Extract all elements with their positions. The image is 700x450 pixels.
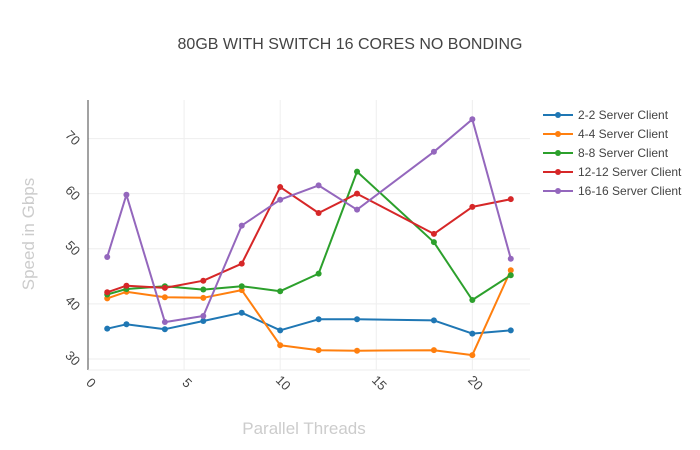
data-point — [200, 294, 207, 301]
legend-item: 4-4 Server Client — [543, 127, 669, 141]
axes — [87, 100, 530, 371]
series-line — [106, 118, 512, 324]
x-axis-title: Parallel Threads — [242, 419, 365, 438]
data-point — [277, 327, 284, 334]
data-point — [430, 239, 437, 246]
data-point — [277, 288, 284, 295]
data-point — [507, 255, 514, 262]
data-point — [354, 316, 361, 323]
data-point — [507, 272, 514, 279]
series-line — [106, 186, 511, 294]
legend-swatch-marker — [555, 169, 561, 175]
series-group — [104, 267, 514, 359]
legend-swatch-marker — [555, 112, 561, 118]
data-point — [277, 342, 284, 349]
legend-item: 12-12 Server Client — [543, 165, 682, 179]
data-point — [104, 289, 111, 296]
legend: 2-2 Server Client 4-4 Server Client 8-8 Se… — [543, 108, 682, 198]
data-point — [469, 330, 476, 337]
data-point — [430, 230, 437, 237]
legend-item: 2-2 Server Client — [543, 108, 669, 122]
legend-swatch-marker — [555, 150, 561, 156]
legend-label: 8-8 Server Client — [578, 146, 669, 160]
series-line — [106, 170, 512, 301]
x-tick-label: 20 — [465, 372, 486, 393]
series-layer — [104, 116, 514, 359]
data-point — [123, 191, 130, 198]
y-tick-label: 60 — [62, 183, 83, 204]
data-point — [315, 182, 322, 189]
legend-item: 8-8 Server Client — [543, 146, 669, 160]
data-point — [123, 282, 130, 289]
chart-title: 80GB WITH SWITCH 16 CORES NO BONDING — [178, 36, 523, 53]
data-point — [200, 286, 207, 293]
data-point — [507, 327, 514, 334]
data-point — [104, 254, 111, 261]
data-point — [238, 260, 245, 267]
data-point — [200, 277, 207, 284]
data-point — [507, 196, 514, 203]
grid-lines — [88, 100, 530, 370]
data-point — [315, 270, 322, 277]
data-point — [161, 294, 168, 301]
series-group — [104, 116, 514, 326]
data-point — [469, 116, 476, 123]
legend-swatch-marker — [555, 131, 561, 137]
data-point — [507, 267, 514, 274]
data-point — [238, 283, 245, 290]
data-point — [104, 325, 111, 332]
y-tick-label: 70 — [62, 127, 83, 148]
data-point — [354, 347, 361, 354]
x-tick-label: 0 — [83, 375, 99, 391]
y-tick-label: 50 — [62, 238, 83, 259]
tick-labels: 0 5 10 15 20 30 40 50 60 70 — [62, 127, 486, 393]
data-point — [161, 319, 168, 326]
data-point — [315, 347, 322, 354]
series-group — [104, 184, 514, 296]
data-point — [469, 297, 476, 304]
data-point — [200, 313, 207, 319]
data-point — [354, 190, 361, 197]
y-axis-title: Speed in Gbps — [19, 178, 38, 290]
legend-label: 4-4 Server Client — [578, 127, 669, 141]
data-point — [430, 317, 437, 324]
series-line — [106, 269, 512, 357]
data-point — [430, 148, 437, 155]
data-point — [430, 347, 437, 354]
data-point — [469, 352, 476, 359]
legend-label: 12-12 Server Client — [578, 165, 682, 179]
y-tick-label: 30 — [62, 348, 83, 369]
x-tick-label: 10 — [273, 372, 294, 393]
data-point — [200, 317, 207, 324]
data-point — [238, 309, 245, 316]
series-group — [104, 309, 514, 337]
legend-item: 16-16 Server Client — [543, 184, 682, 198]
data-point — [354, 206, 361, 213]
y-tick-label: 40 — [62, 293, 83, 314]
data-point — [354, 168, 361, 175]
series-line — [106, 311, 511, 335]
data-point — [123, 321, 130, 328]
legend-swatch-marker — [555, 188, 561, 194]
data-point — [238, 222, 245, 229]
x-tick-label: 15 — [369, 372, 390, 393]
data-point — [315, 316, 322, 323]
data-point — [469, 203, 476, 210]
legend-label: 16-16 Server Client — [578, 184, 682, 198]
data-point — [315, 209, 322, 216]
data-point — [277, 196, 284, 203]
data-point — [277, 184, 284, 191]
legend-label: 2-2 Server Client — [578, 108, 669, 122]
x-tick-label: 5 — [179, 375, 195, 391]
data-point — [161, 284, 168, 291]
data-point — [161, 326, 168, 333]
